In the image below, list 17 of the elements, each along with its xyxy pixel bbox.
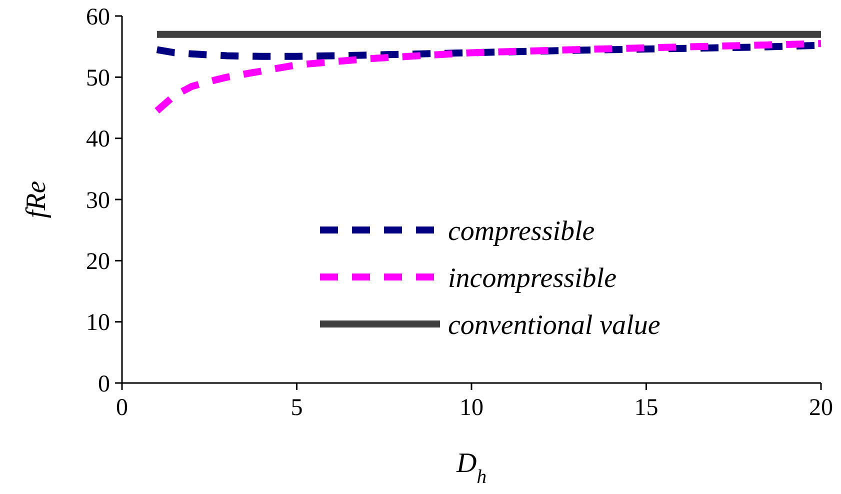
y-tick-label: 0: [98, 371, 110, 398]
y-tick-label: 60: [86, 4, 110, 30]
y-tick-label: 50: [86, 66, 110, 92]
legend-label: conventional value: [448, 310, 660, 341]
x-tick-label: 15: [634, 395, 658, 421]
y-tick-label: 40: [86, 126, 110, 153]
x-tick-label: 0: [116, 395, 128, 421]
x-tick-label: 20: [809, 395, 833, 421]
x-axis-title: D$_{h}$: [455, 448, 487, 488]
legend-label: incompressible: [448, 262, 616, 294]
x-tick-label: 10: [460, 395, 484, 421]
x-tick-label: 5: [290, 395, 303, 421]
y-tick-label: 30: [86, 188, 110, 214]
y-tick-label: 20: [86, 249, 110, 276]
legend-label: compressible: [448, 216, 595, 247]
y-tick-label: 10: [86, 310, 110, 336]
y-axis-title: fRe: [21, 180, 52, 218]
